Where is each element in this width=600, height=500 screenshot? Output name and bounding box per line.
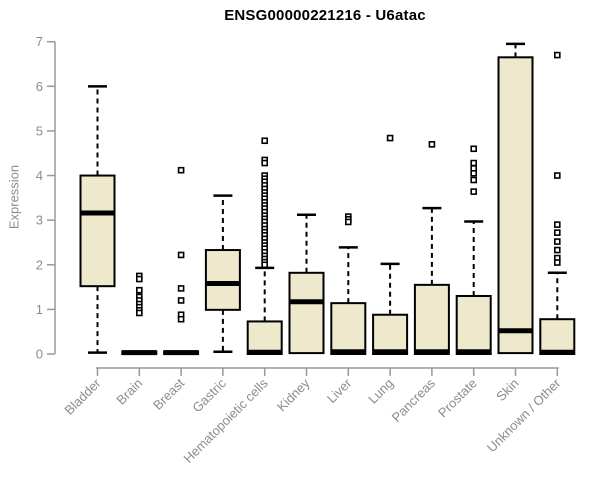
box-hematopoietic-cells (246, 137, 283, 356)
box-pancreas (413, 141, 450, 356)
x-category-label-lung: Lung (365, 376, 396, 407)
chart-title: ENSG00000221216 - U6atac (224, 7, 426, 24)
outlier-point (261, 261, 269, 269)
outlier-point (386, 134, 394, 142)
outlier-point (470, 159, 478, 167)
iqr-box (330, 302, 367, 355)
x-category-label-bladder: Bladder (61, 375, 104, 418)
outlier-point (177, 297, 185, 304)
box-bladder (79, 85, 116, 354)
y-tick-label: 7 (36, 34, 43, 49)
outlier-point (553, 238, 561, 245)
box-prostate (455, 145, 492, 356)
x-category-label-prostate: Prostate (435, 376, 480, 421)
outlier-point (553, 246, 561, 254)
outlier-point (177, 251, 185, 259)
outlier-point (470, 170, 478, 177)
box-lung (372, 134, 409, 356)
outlier-point (553, 221, 561, 228)
iqr-box (79, 174, 116, 288)
x-category-label-breast: Breast (150, 375, 187, 412)
iqr-box (372, 313, 409, 356)
x-category-label-brain: Brain (113, 376, 145, 408)
outlier-point (177, 166, 185, 174)
outlier-point (470, 145, 478, 153)
box-liver (330, 213, 367, 355)
outlier-point (428, 141, 436, 148)
outlier-point (553, 172, 561, 179)
iqr-box (288, 271, 325, 355)
iqr-box (455, 295, 492, 356)
box-skin (497, 42, 534, 355)
x-category-label-liver: Liver (324, 375, 355, 406)
x-category-label-gastric: Gastric (189, 375, 229, 415)
outlier-point (261, 137, 269, 145)
outlier-point (177, 285, 185, 292)
outlier-point (553, 229, 561, 236)
box-brain (121, 272, 158, 356)
outlier-point (470, 176, 478, 184)
outlier-point (344, 218, 352, 226)
y-tick-label: 4 (36, 168, 43, 183)
x-category-label-kidney: Kidney (274, 375, 313, 414)
x-category-label-pancreas: Pancreas (389, 375, 439, 425)
iqr-box (413, 283, 450, 356)
outlier-point (553, 259, 561, 266)
box-unknown-other (539, 51, 576, 356)
outlier-point (470, 188, 478, 195)
box-kidney (288, 213, 325, 355)
iqr-box (497, 56, 534, 355)
y-tick-label: 2 (36, 257, 43, 272)
x-category-label-skin: Skin (493, 376, 521, 404)
iqr-box (204, 249, 241, 311)
iqr-box (246, 320, 283, 356)
y-tick-label: 3 (36, 213, 43, 228)
y-tick-label: 6 (36, 79, 43, 94)
outlier-point (261, 159, 269, 167)
y-tick-label: 1 (36, 302, 43, 317)
y-tick-label: 0 (36, 347, 43, 362)
outlier-point (136, 275, 143, 283)
iqr-box (539, 318, 576, 356)
outlier-point (553, 51, 561, 59)
y-axis: 0 1 2 3 4 5 6 7 (36, 34, 56, 362)
x-category-label-unknown-other: Unknown / Other (484, 375, 564, 455)
y-tick-label: 5 (36, 123, 43, 138)
box-gastric (204, 194, 241, 354)
outlier-point (136, 286, 143, 294)
box-breast (163, 166, 200, 356)
y-axis-title: Expression (6, 164, 22, 230)
outlier-point (177, 315, 185, 323)
outlier-point (136, 309, 143, 317)
